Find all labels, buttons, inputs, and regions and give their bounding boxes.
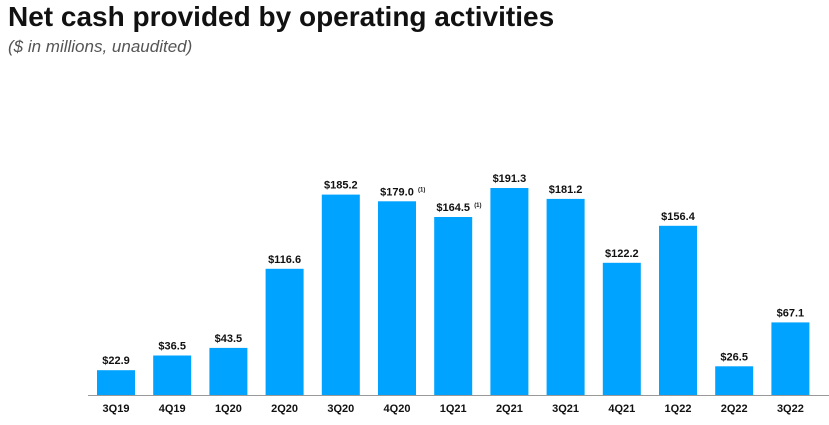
footnote-marker-4Q20: (1) [418,187,425,193]
bar-1Q22 [659,225,697,395]
data-label-1Q21: $164.5 [436,202,470,214]
x-tick-label-4Q19: 4Q19 [159,403,186,415]
x-tick-label-1Q22: 1Q22 [665,403,692,415]
x-tick-label-3Q21: 3Q21 [552,403,579,415]
bar-3Q20 [321,194,360,395]
data-label-2Q20: $116.6 [268,254,301,266]
data-label-3Q19: $22.9 [102,355,130,367]
chart-title: Net cash provided by operating activitie… [8,1,555,32]
data-label-3Q22: $67.1 [777,307,805,319]
bar-4Q19 [153,355,192,395]
bar-3Q22 [771,322,810,395]
bar-1Q20 [209,347,248,395]
chart-subtitle: ($ in millions, unaudited) [8,37,193,56]
x-tick-label-4Q21: 4Q21 [608,403,635,415]
data-label-4Q19: $36.5 [158,341,186,353]
data-label-2Q21: $191.3 [493,173,527,185]
data-label-2Q22: $26.5 [720,351,748,363]
bar-2Q20 [265,268,304,395]
x-tick-label-2Q21: 2Q21 [496,403,523,415]
bar-4Q21 [602,262,641,395]
x-tick-label-3Q19: 3Q19 [103,403,130,415]
x-tick-label-2Q20: 2Q20 [271,403,298,415]
x-tick-label-3Q20: 3Q20 [327,403,354,415]
bar-3Q21 [546,198,585,395]
x-tick-label-2Q22: 2Q22 [721,403,748,415]
bar-2Q22 [715,366,754,395]
x-tick-label-4Q20: 4Q20 [384,403,411,415]
data-label-3Q21: $181.2 [549,184,583,196]
data-label-1Q20: $43.5 [215,333,243,345]
data-label-1Q22: $156.4 [661,211,696,223]
data-label-4Q20: $179.0 [380,186,414,198]
bar-2Q21 [490,188,529,395]
data-label-3Q20: $185.2 [324,180,358,192]
tick-labels-layer: 3Q19 4Q19 1Q20 2Q20 3Q20 4Q20 1Q21 2Q21 3Q21 4Q21… [103,403,804,415]
x-tick-label-3Q22: 3Q22 [777,403,804,415]
bar-3Q19 [97,370,135,395]
bar-1Q21 [434,217,473,395]
bars-layer: $22.9 $36.5 $43.5 $116.6 $185.2 $179.0 (1) $164… [97,173,810,395]
x-tick-label-1Q21: 1Q21 [440,403,467,415]
data-label-4Q21: $122.2 [605,248,639,260]
x-tick-label-1Q20: 1Q20 [215,403,242,415]
bar-4Q20 [378,201,416,395]
footnote-marker-1Q21: (1) [474,203,481,209]
